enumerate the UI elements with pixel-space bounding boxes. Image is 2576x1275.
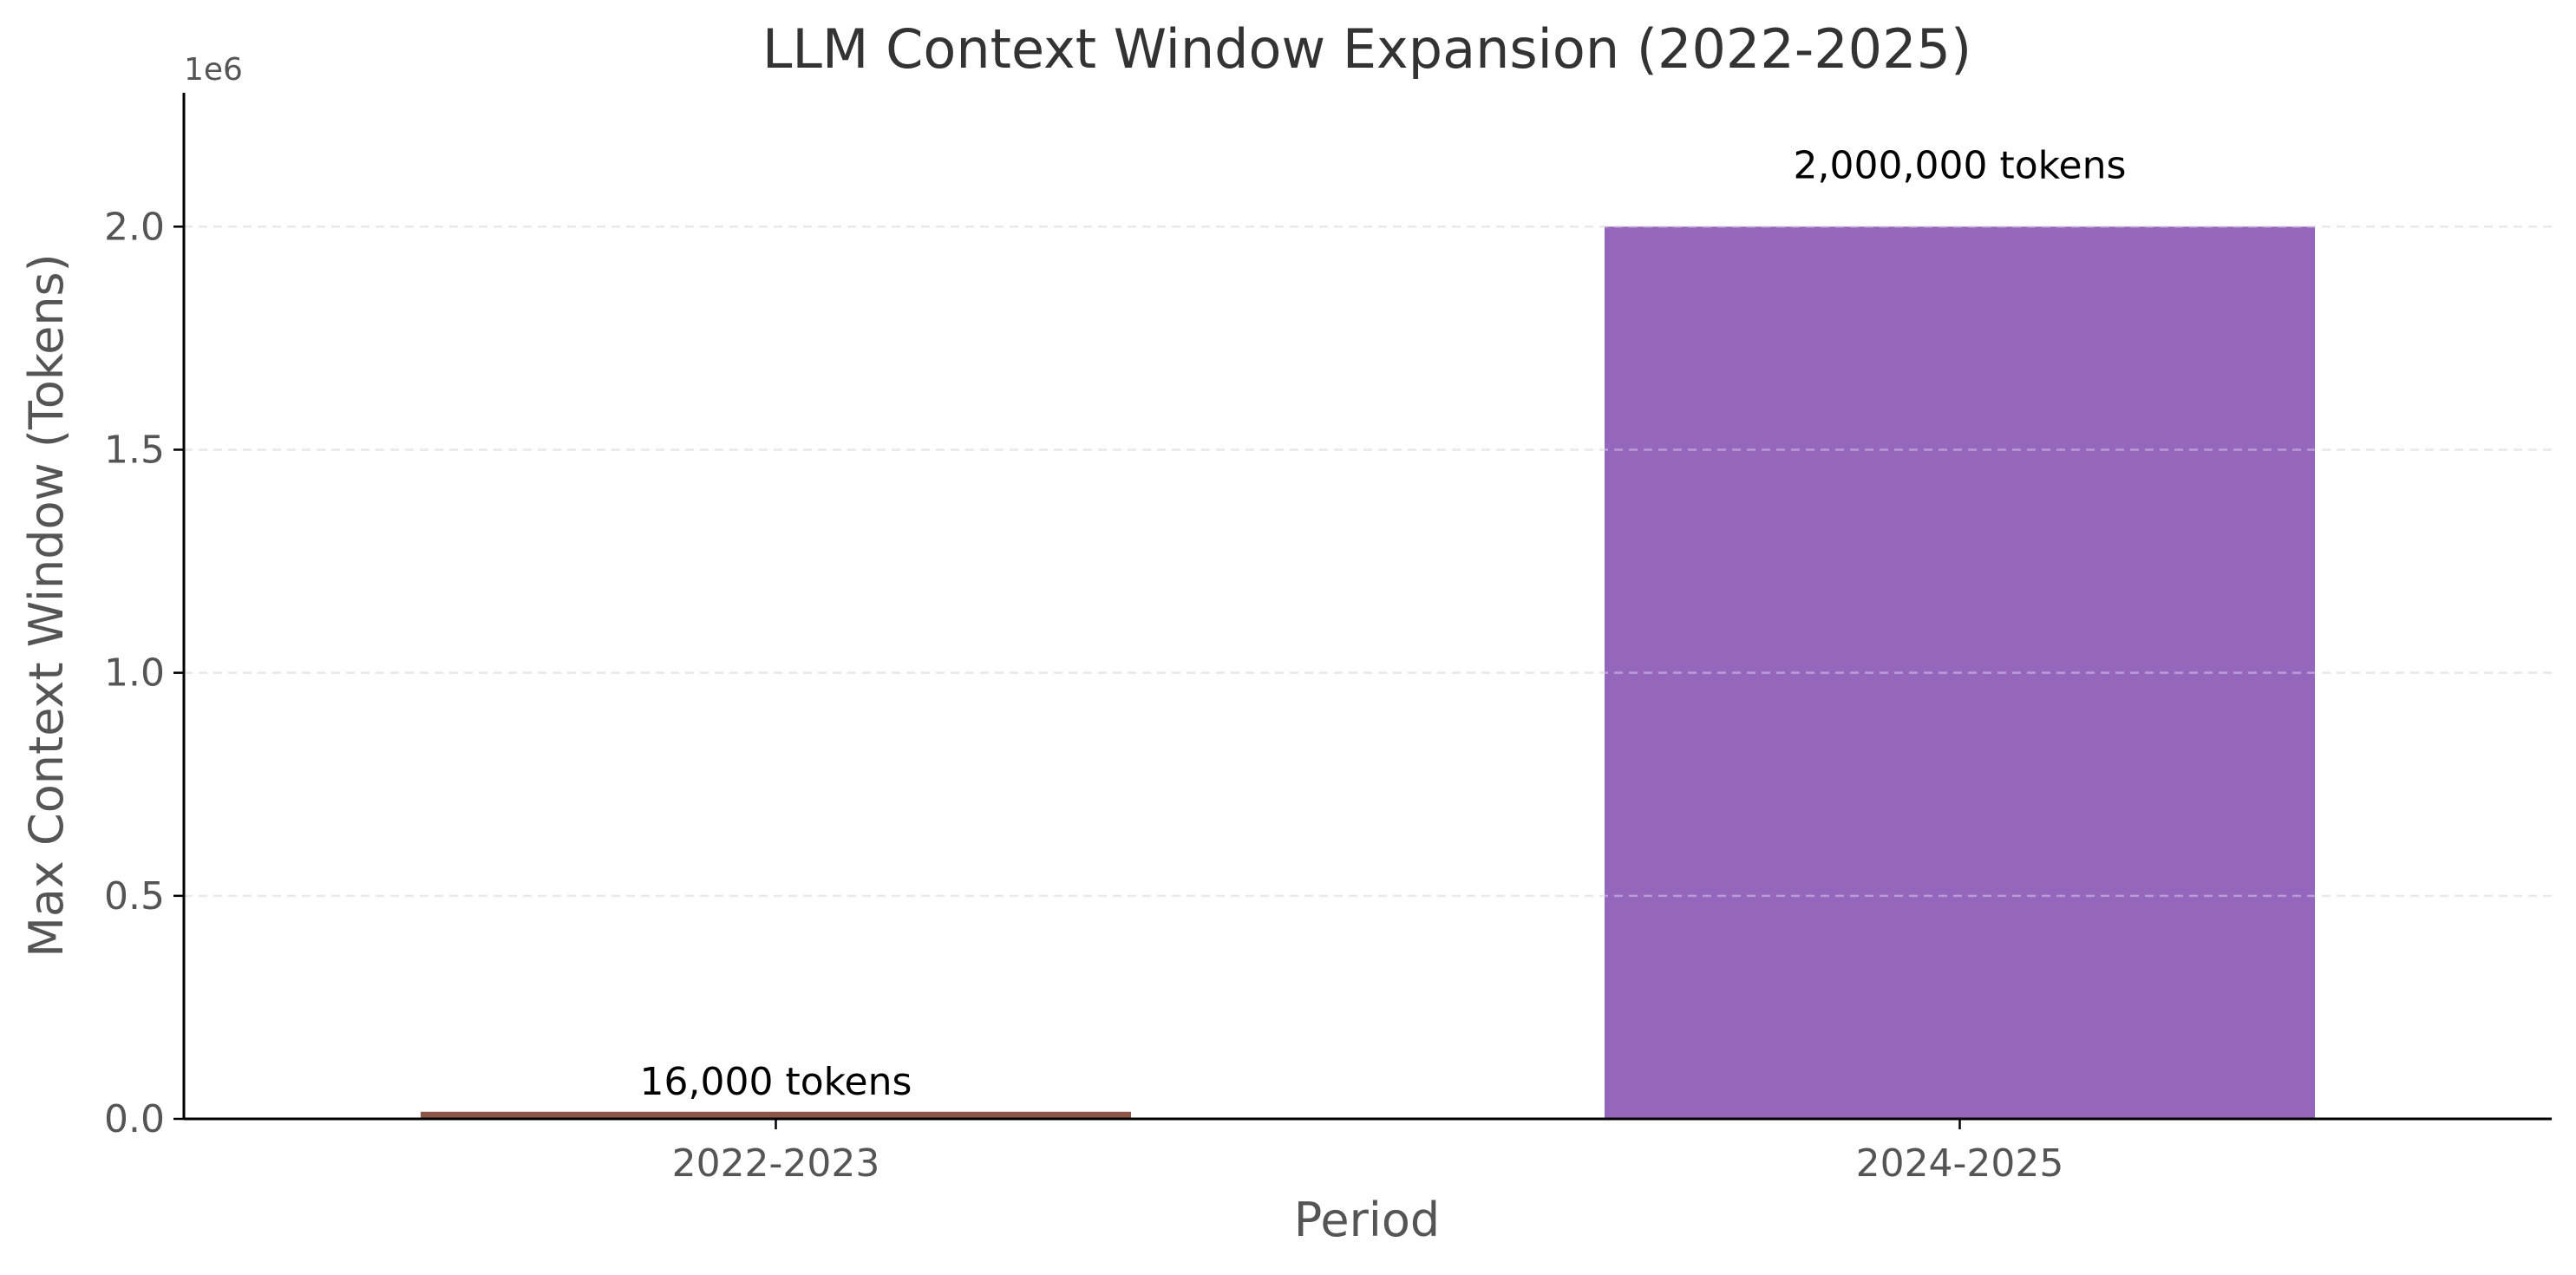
bar-2024-2025 <box>1605 226 2315 1120</box>
bar-2022-2023 <box>421 1111 1131 1119</box>
chart-title: LLM Context Window Expansion (2022-2025) <box>762 17 1971 81</box>
bars <box>421 226 2315 1120</box>
y-tick-label: 1.5 <box>104 428 165 472</box>
x-tick-label: 2022-2023 <box>672 1141 880 1186</box>
y-axis-label: Max Context Window (Tokens) <box>19 253 74 958</box>
gridlines <box>184 226 2552 898</box>
y-tick-label: 0.0 <box>104 1097 165 1141</box>
x-axis-label: Period <box>1294 1193 1440 1247</box>
data-labels: 16,000 tokens 2,000,000 tokens <box>640 143 2127 1103</box>
y-ticks: 0.0 0.5 1.0 1.5 2.0 <box>104 205 184 1141</box>
y-tick-label: 0.5 <box>104 874 165 919</box>
y-tick-label: 2.0 <box>104 205 165 249</box>
y-tick-label: 1.0 <box>104 651 165 696</box>
axes <box>182 93 2552 1121</box>
y-axis-offset-label: 1e6 <box>184 52 243 88</box>
data-label: 16,000 tokens <box>640 1060 912 1104</box>
x-ticks: 2022-2023 2024-2025 <box>672 1119 2064 1186</box>
data-label: 2,000,000 tokens <box>1794 143 2127 187</box>
x-tick-label: 2024-2025 <box>1856 1141 2064 1186</box>
